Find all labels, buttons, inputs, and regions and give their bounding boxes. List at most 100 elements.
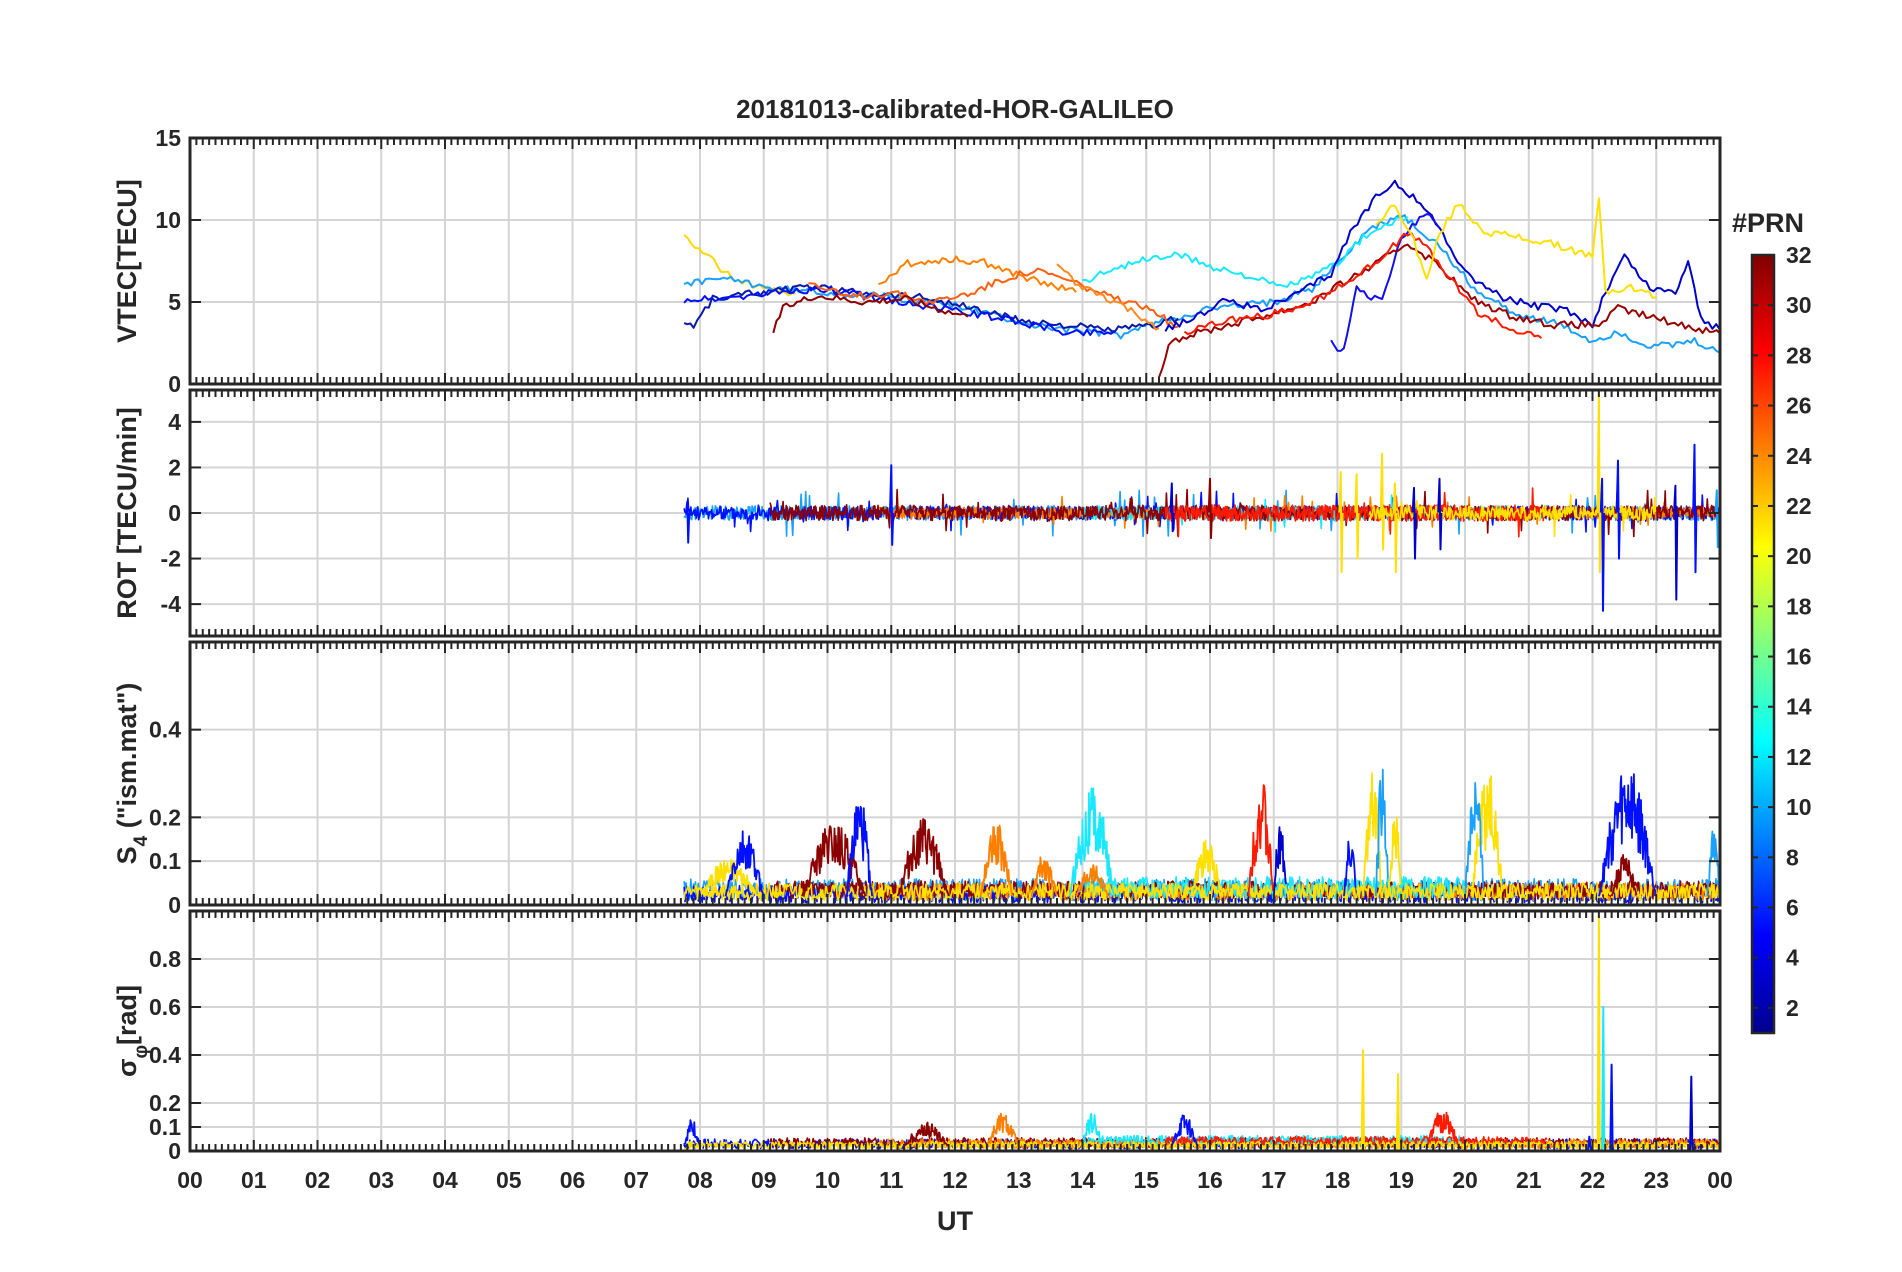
y-tick-label: 0.1 [149, 1114, 181, 1140]
x-tick-label: 00 [177, 1167, 203, 1193]
burst-line [801, 825, 867, 897]
burst-line [1610, 854, 1638, 897]
y-axis-label: VTEC[TECU] [112, 179, 142, 343]
y-axis-label-main: σ [112, 1059, 142, 1077]
spike-line [1673, 484, 1679, 601]
colorbar-tick-label: 16 [1786, 644, 1812, 670]
spike-line [1395, 1073, 1401, 1151]
burst-line [1170, 1114, 1199, 1147]
y-tick-label: 4 [168, 409, 181, 435]
panel-data [683, 914, 1720, 1151]
x-tick-label: 12 [942, 1167, 968, 1193]
burst-line [1387, 816, 1402, 897]
vtec-series-line [683, 284, 1179, 333]
spike-line [1596, 914, 1602, 1151]
y-tick-label: 0.4 [149, 717, 181, 743]
x-tick-label: 15 [1133, 1167, 1159, 1193]
x-tick-label: 18 [1325, 1167, 1351, 1193]
panel-s4: 00.10.20.4S4 ("ism.mat") [112, 640, 1722, 918]
panel-grid [189, 137, 1721, 385]
y-axis-label-rest: [rad] [112, 985, 142, 1045]
y-axis-label-rest: ("ism.mat") [112, 683, 142, 836]
spike-line [1601, 1006, 1607, 1151]
y-tick-label: 0 [168, 1138, 181, 1164]
colorbar-tick-label: 6 [1786, 895, 1799, 921]
x-tick-label: 08 [687, 1167, 713, 1193]
spike-line [1692, 443, 1698, 574]
burst-line [1081, 1113, 1103, 1147]
burst-line [1068, 787, 1116, 897]
x-tick-label: 10 [815, 1167, 841, 1193]
spike-line [685, 500, 691, 544]
panel-rot: -4 -2 0 2 4 ROT [TECU/min] [112, 388, 1722, 638]
burst-line [1343, 840, 1357, 897]
y-axis-label: S4 ("ism.mat") [112, 683, 152, 865]
burst-line [1247, 784, 1274, 897]
spike-line [1207, 477, 1213, 540]
colorbar-tick-label: 22 [1786, 493, 1812, 519]
y-tick-label: 0 [168, 371, 181, 397]
vtec-series-line [878, 255, 1077, 293]
y-tick-label: 0.2 [149, 804, 181, 830]
y-tick-label: 0.4 [149, 1042, 181, 1068]
x-tick-label: 01 [241, 1167, 267, 1193]
spike-line [1379, 452, 1385, 551]
x-tick-label: 16 [1197, 1167, 1223, 1193]
chart-title: 20181013-calibrated-HOR-GALILEO [736, 94, 1174, 124]
burst-line [845, 805, 873, 897]
burst-line [1598, 773, 1657, 897]
panel-ticks [189, 137, 1721, 385]
spike-line [1392, 482, 1398, 574]
y-tick-label: 2 [168, 454, 181, 480]
y-tick-label: 0 [168, 892, 181, 918]
burst-line [1706, 830, 1720, 897]
colorbar-fill [1752, 255, 1774, 1033]
y-axis-label-main: S [112, 846, 142, 864]
x-tick-label: 05 [496, 1167, 522, 1193]
x-tick-label: 00 [1707, 1167, 1733, 1193]
vtec-series-line [808, 267, 1179, 329]
burst-line [986, 1112, 1020, 1147]
vtec-series-line [1183, 232, 1543, 339]
x-tick-label: 20 [1452, 1167, 1478, 1193]
x-tick-label: 02 [305, 1167, 331, 1193]
x-tick-label: 21 [1516, 1167, 1542, 1193]
y-tick-label: -4 [161, 591, 182, 617]
baseline-line [683, 882, 1720, 902]
panel-ticks [189, 642, 1721, 906]
colorbar-tick-label: 14 [1786, 694, 1812, 720]
burst-line [1075, 864, 1109, 897]
spike-line [1689, 1075, 1695, 1151]
x-axis-label: UT [937, 1206, 973, 1236]
y-tick-label: -2 [161, 546, 181, 572]
spike-line [1169, 482, 1175, 533]
spike-line [1714, 489, 1720, 549]
vtec-series-line [1158, 243, 1720, 378]
rot-noise-line [1368, 493, 1657, 538]
vtec-series-line [683, 214, 1720, 354]
colorbar-tick-label: 2 [1786, 995, 1799, 1021]
burst-line [1425, 1111, 1459, 1147]
colorbar-tick-label: 28 [1786, 342, 1812, 368]
y-axis-label-sub: φ [131, 1045, 152, 1059]
colorbar-label: #PRN [1732, 208, 1804, 238]
y-tick-label: 0 [168, 500, 181, 526]
panel-grid [189, 390, 1721, 636]
vtec-series-line [1056, 263, 1160, 331]
spike-line [1437, 477, 1443, 551]
vtec-series-line [683, 285, 1115, 337]
burst-line [724, 830, 765, 897]
vtec-series-line [1375, 197, 1657, 299]
colorbar-tick-label: 20 [1786, 543, 1812, 569]
y-axis-label: σφ[rad] [112, 985, 152, 1077]
colorbar-tick-label: 18 [1786, 593, 1812, 619]
vtec-series-line [1330, 213, 1441, 352]
x-tick-label: 22 [1580, 1167, 1606, 1193]
y-axis-label: ROT [TECU/min] [112, 407, 142, 618]
colorbar-frame [1750, 253, 1776, 1035]
x-tick-label: 23 [1643, 1167, 1669, 1193]
y-tick-label: 10 [155, 207, 181, 233]
